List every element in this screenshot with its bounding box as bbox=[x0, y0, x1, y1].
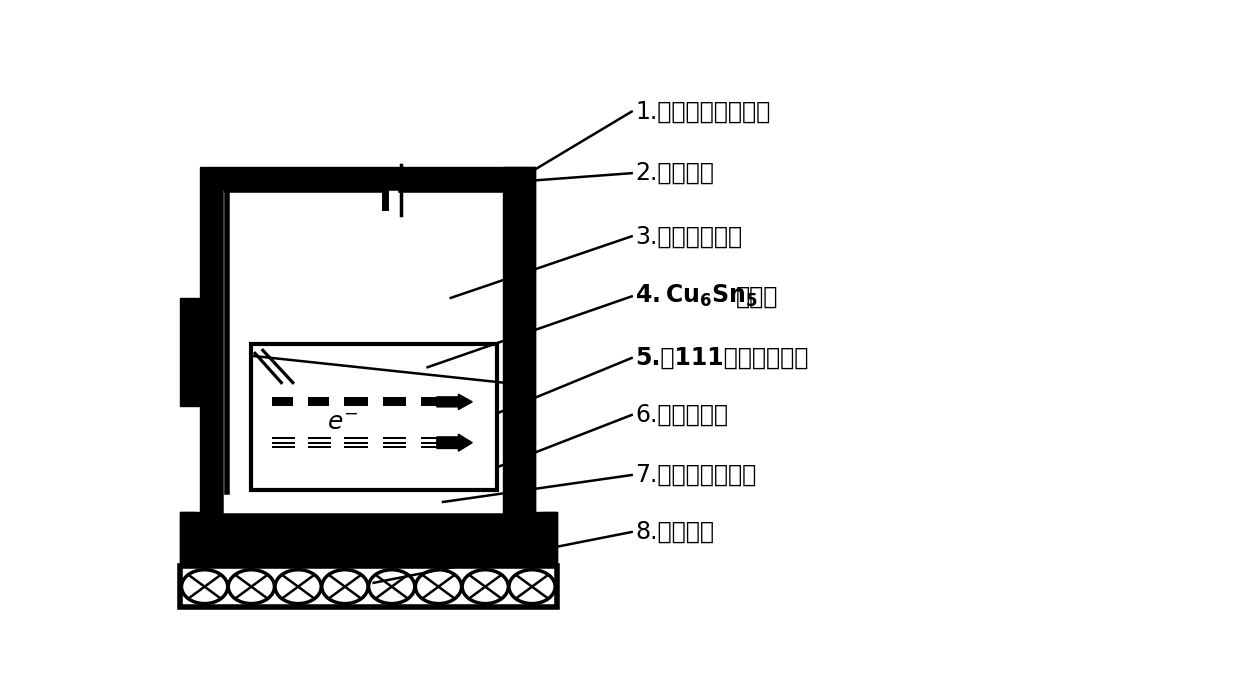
Bar bbox=[422, 437, 436, 439]
Bar bbox=[180, 566, 557, 608]
Bar bbox=[309, 397, 329, 407]
Bar bbox=[272, 446, 295, 449]
Text: 单晶块: 单晶块 bbox=[735, 285, 777, 309]
Bar bbox=[201, 167, 536, 514]
Ellipse shape bbox=[508, 570, 556, 604]
Text: 1.直流大电流发生器: 1.直流大电流发生器 bbox=[635, 99, 771, 123]
Bar bbox=[309, 446, 331, 449]
Ellipse shape bbox=[181, 570, 228, 604]
Ellipse shape bbox=[415, 570, 461, 604]
Bar bbox=[272, 442, 295, 444]
Bar bbox=[422, 442, 436, 444]
Bar bbox=[383, 397, 405, 407]
Text: 5.（111）单晶铜阳极: 5.（111）单晶铜阳极 bbox=[635, 346, 808, 370]
Bar bbox=[222, 189, 513, 514]
Bar bbox=[383, 446, 405, 449]
Bar bbox=[222, 189, 513, 514]
Bar bbox=[542, 512, 557, 566]
Bar bbox=[503, 167, 536, 514]
Ellipse shape bbox=[275, 570, 321, 604]
FancyArrow shape bbox=[436, 434, 472, 451]
Ellipse shape bbox=[463, 570, 508, 604]
Bar bbox=[345, 437, 367, 439]
Bar bbox=[345, 397, 367, 407]
Ellipse shape bbox=[228, 570, 274, 604]
Bar bbox=[180, 298, 201, 405]
Bar bbox=[272, 397, 293, 407]
Text: 7.高频感应加热器: 7.高频感应加热器 bbox=[635, 463, 756, 487]
Text: $\mathbf{4.Cu_6Sn_5}$: $\mathbf{4.Cu_6Sn_5}$ bbox=[635, 283, 759, 309]
Bar bbox=[250, 344, 497, 490]
Text: 6.石英坡埚槽: 6.石英坡埚槽 bbox=[635, 403, 728, 427]
Ellipse shape bbox=[322, 570, 368, 604]
Text: 3.燘融无铂钚料: 3.燘融无铂钚料 bbox=[635, 224, 743, 248]
Bar bbox=[345, 446, 367, 449]
Bar bbox=[180, 512, 557, 566]
Text: 2.铂金阴极: 2.铂金阴极 bbox=[635, 161, 714, 185]
Bar bbox=[180, 512, 195, 566]
Bar bbox=[272, 437, 295, 439]
Bar bbox=[422, 397, 436, 407]
Bar bbox=[309, 437, 331, 439]
FancyArrow shape bbox=[436, 394, 472, 410]
Bar bbox=[345, 442, 367, 444]
Bar bbox=[383, 442, 405, 444]
Text: 8.酚醛塑料: 8.酚醛塑料 bbox=[635, 520, 714, 544]
Ellipse shape bbox=[368, 570, 415, 604]
Text: $e^{-}$: $e^{-}$ bbox=[327, 412, 358, 436]
Bar bbox=[383, 437, 405, 439]
Bar bbox=[422, 446, 436, 449]
Bar bbox=[309, 442, 331, 444]
